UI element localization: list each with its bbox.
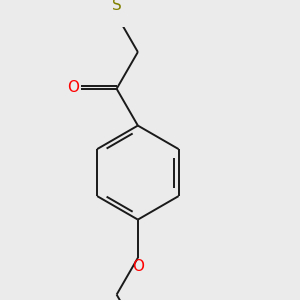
Text: O: O — [67, 80, 79, 95]
Text: O: O — [132, 259, 144, 274]
Text: S: S — [112, 0, 122, 13]
